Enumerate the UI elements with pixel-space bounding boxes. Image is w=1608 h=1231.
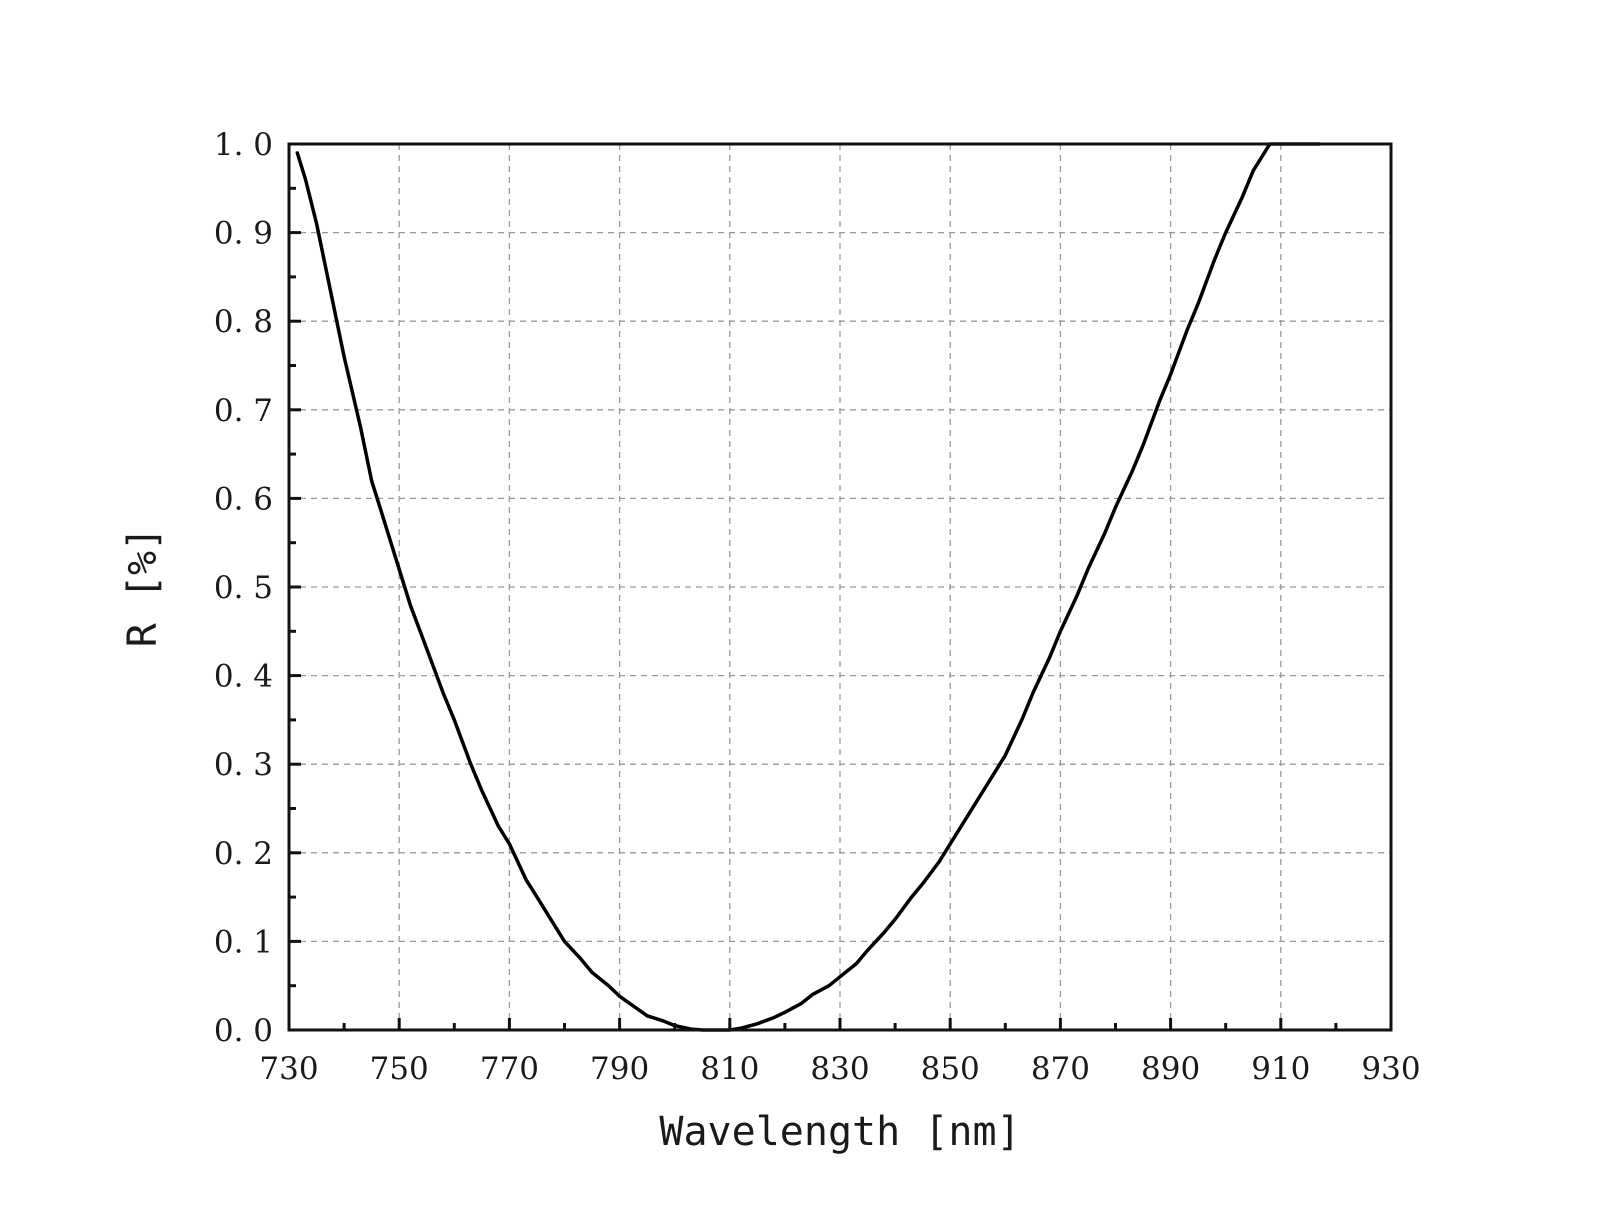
y-tick-labels: 0. 0 0. 1 0. 2 0. 3 0. 4 0. 5 0. 6 0. 7 0. 8 0. 9… <box>214 127 273 1049</box>
y-tick-label: 0. 6 <box>214 481 273 517</box>
x-tick-label: 750 <box>370 1051 429 1087</box>
y-tick-label: 0. 5 <box>214 570 273 606</box>
x-tick-label: 830 <box>810 1051 869 1087</box>
axis-ticks <box>287 142 1393 1032</box>
y-tick-label: 0. 1 <box>214 924 273 960</box>
y-tick-label: 1. 0 <box>214 127 273 163</box>
x-tick-labels: 730 750 770 790 810 830 850 870 890 910 930 <box>259 1051 1420 1087</box>
x-tick-label: 810 <box>700 1051 759 1087</box>
x-tick-label: 850 <box>921 1051 980 1087</box>
y-tick-label: 0. 9 <box>214 216 273 252</box>
y-tick-label: 0. 7 <box>214 393 273 429</box>
x-tick-label: 890 <box>1141 1051 1200 1087</box>
x-tick-label: 910 <box>1251 1051 1310 1087</box>
y-axis-title: R [%] <box>120 527 166 647</box>
x-axis-title: Wavelength [nm] <box>659 1109 1020 1155</box>
series-line-1 <box>295 142 1322 1032</box>
y-tick-label: 0. 2 <box>214 836 273 872</box>
x-tick-label: 930 <box>1361 1051 1420 1087</box>
x-tick-label: 730 <box>259 1051 318 1087</box>
y-tick-label: 0. 4 <box>214 659 273 695</box>
series-layer <box>295 142 1322 1032</box>
y-tick-label: 0. 3 <box>214 747 273 783</box>
x-tick-label: 770 <box>480 1051 539 1087</box>
y-tick-label: 0. 0 <box>214 1013 273 1049</box>
y-tick-label: 0. 8 <box>214 304 273 340</box>
x-tick-label: 790 <box>590 1051 649 1087</box>
x-tick-label: 870 <box>1031 1051 1090 1087</box>
grid-lines <box>289 144 1391 1030</box>
